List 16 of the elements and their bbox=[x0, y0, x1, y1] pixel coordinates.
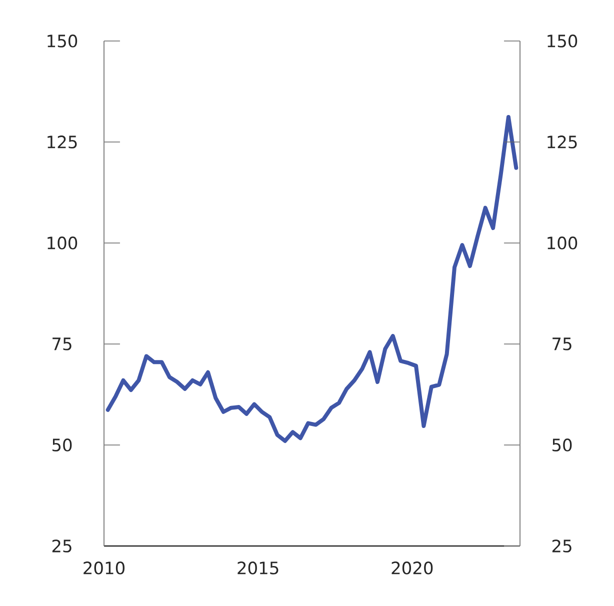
x-tick-label: 2020 bbox=[392, 562, 433, 574]
y-tick-label: 150 bbox=[48, 34, 78, 48]
line-series bbox=[106, 114, 518, 443]
x-tick-label: 2015 bbox=[238, 562, 278, 574]
y-tick-label: 75 bbox=[52, 338, 72, 350]
y-tick-label: 25 bbox=[52, 540, 72, 552]
y2-tick-label: 100 bbox=[548, 236, 578, 250]
y2-tick-label: 125 bbox=[548, 136, 577, 148]
y-tick-label: 50 bbox=[52, 438, 72, 452]
y2-tick-label: 75 bbox=[552, 338, 572, 350]
y2-tick-label: 50 bbox=[552, 438, 572, 452]
y-tick-label: 100 bbox=[48, 236, 78, 250]
y2-tick-label: 25 bbox=[552, 540, 572, 552]
y-tick-label: 125 bbox=[48, 136, 77, 148]
x-tick-label: 2010 bbox=[84, 562, 124, 574]
y2-tick-label: 150 bbox=[548, 34, 578, 48]
